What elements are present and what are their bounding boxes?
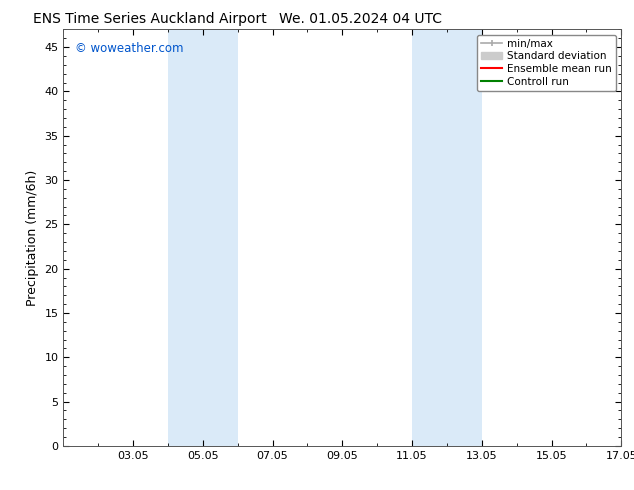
Text: ENS Time Series Auckland Airport: ENS Time Series Auckland Airport xyxy=(32,12,266,26)
Text: We. 01.05.2024 04 UTC: We. 01.05.2024 04 UTC xyxy=(279,12,442,26)
Legend: min/max, Standard deviation, Ensemble mean run, Controll run: min/max, Standard deviation, Ensemble me… xyxy=(477,35,616,91)
Y-axis label: Precipitation (mm/6h): Precipitation (mm/6h) xyxy=(26,170,39,306)
Text: © woweather.com: © woweather.com xyxy=(75,42,183,55)
Bar xyxy=(168,29,238,446)
Bar xyxy=(412,29,482,446)
